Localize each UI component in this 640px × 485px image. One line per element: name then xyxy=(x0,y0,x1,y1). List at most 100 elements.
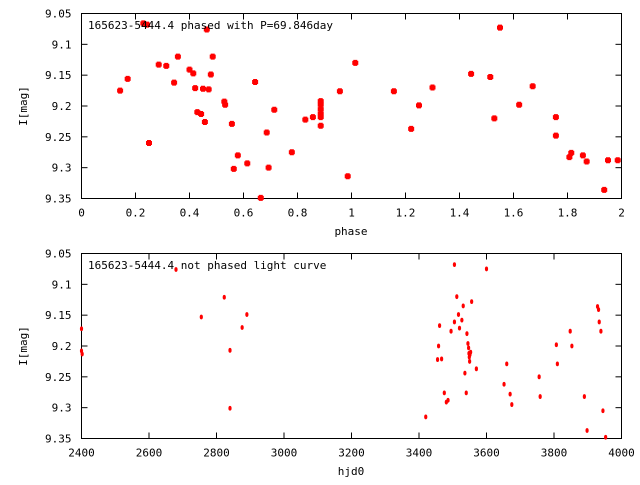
phased-data-point xyxy=(209,53,216,60)
raw-x-tick-labels: 2400 2600 2800 3000 3200 3400 3600 3800 4000 xyxy=(68,447,635,460)
raw-data-point xyxy=(604,434,608,440)
phased-data-point xyxy=(583,158,590,165)
raw-data-point xyxy=(505,361,509,367)
raw-data-point xyxy=(470,299,474,304)
raw-data-point xyxy=(597,319,601,325)
raw-plot-frame xyxy=(81,253,622,439)
raw-x-tick-label: 3800 xyxy=(541,447,568,460)
phased-data-point xyxy=(491,115,498,122)
phased-x-tick-label: 1.8 xyxy=(558,207,578,220)
raw-data-point xyxy=(460,317,464,323)
phased-data-point xyxy=(336,88,343,95)
raw-data-point xyxy=(80,351,84,357)
raw-data-point xyxy=(596,307,601,313)
phased-data-point xyxy=(155,61,162,68)
phased-x-tick-label: 0 xyxy=(78,207,85,220)
phased-data-point xyxy=(174,53,181,60)
raw-data-point xyxy=(502,381,506,387)
phased-data-point xyxy=(263,129,270,136)
raw-data-point xyxy=(228,405,232,411)
phased-data-point xyxy=(163,62,170,69)
phased-x-tick-label: 1.6 xyxy=(504,207,524,220)
phased-data-point xyxy=(146,140,152,146)
raw-x-tick-label: 2800 xyxy=(203,447,230,460)
phased-x-tick-label: 2 xyxy=(618,207,625,220)
phased-y-tick-label: 9.25 xyxy=(45,131,72,144)
phased-x-tick-label: 0.2 xyxy=(126,207,146,220)
raw-data-point xyxy=(424,414,428,420)
phased-y-axis-label: I[mag] xyxy=(17,86,30,126)
raw-data-point xyxy=(554,342,558,348)
phased-data-point xyxy=(117,87,124,94)
raw-tick-marks xyxy=(81,253,622,439)
phased-data-point xyxy=(271,106,278,113)
phased-y-tick-label: 9.1 xyxy=(52,38,72,51)
phased-data-point xyxy=(497,24,503,31)
phased-data-point xyxy=(614,157,621,164)
raw-data-point xyxy=(452,262,457,267)
raw-x-tick-label: 3000 xyxy=(271,447,298,460)
raw-x-axis-label: hjd0 xyxy=(338,465,365,478)
raw-data-point xyxy=(456,312,461,317)
raw-y-axis-label: I[mag] xyxy=(17,326,30,366)
phased-x-tick-label: 1.2 xyxy=(396,207,416,220)
raw-data-point xyxy=(446,397,450,403)
raw-chart-title: 165623-5444.4 not phased light curve xyxy=(88,259,326,272)
raw-data-point xyxy=(484,266,489,272)
phased-data-point xyxy=(201,119,208,126)
phased-y-tick-label: 9.05 xyxy=(45,8,72,21)
phased-data-point xyxy=(317,114,324,121)
phased-data-point xyxy=(605,157,611,164)
raw-y-tick-label: 9.05 xyxy=(45,248,72,261)
phased-data-point xyxy=(207,71,214,78)
phased-chart-title: 165623-5444.4 phased with P=69.846day xyxy=(88,19,333,32)
phased-data-point xyxy=(288,149,295,156)
raw-data-point xyxy=(467,345,471,351)
phased-y-tick-labels: 9.05 9.1 9.15 9.2 9.25 9.3 9.35 xyxy=(45,8,72,206)
raw-data-point xyxy=(440,356,444,362)
phased-data-point xyxy=(487,74,494,81)
raw-x-tick-label: 2600 xyxy=(136,447,163,460)
phased-points xyxy=(117,20,621,201)
raw-y-tick-label: 9.25 xyxy=(45,371,72,384)
phased-x-axis-label: phase xyxy=(334,225,367,238)
raw-data-point xyxy=(538,394,542,399)
phased-data-point xyxy=(186,66,193,73)
phased-data-point xyxy=(302,116,309,123)
raw-data-point xyxy=(199,314,203,320)
phased-y-tick-label: 9.2 xyxy=(52,100,72,113)
raw-data-point xyxy=(582,394,586,399)
raw-data-point xyxy=(452,319,457,325)
phased-data-point xyxy=(579,152,586,159)
phased-data-point xyxy=(429,84,436,91)
phased-data-point xyxy=(529,83,536,90)
phased-data-point xyxy=(344,173,351,180)
phased-data-point xyxy=(222,101,229,108)
phased-data-point xyxy=(552,132,559,139)
raw-x-tick-label: 3600 xyxy=(473,447,500,460)
raw-data-point xyxy=(474,366,478,372)
raw-data-point xyxy=(464,390,468,396)
raw-data-point xyxy=(469,349,473,355)
raw-light-curve-chart: 2400 2600 2800 3000 3200 3400 3600 3800 4000 9.0… xyxy=(17,248,635,479)
raw-data-point xyxy=(437,323,442,329)
raw-y-tick-label: 9.2 xyxy=(52,340,72,353)
phased-data-point xyxy=(234,152,241,159)
raw-data-point xyxy=(555,361,559,367)
phased-x-tick-label: 1 xyxy=(348,207,355,220)
phased-data-point xyxy=(171,79,178,86)
phased-data-point xyxy=(552,114,559,121)
raw-data-point xyxy=(463,370,467,376)
phased-data-point xyxy=(568,149,575,156)
raw-y-tick-labels: 9.05 9.1 9.15 9.2 9.25 9.3 9.35 xyxy=(45,248,72,446)
raw-x-tick-label: 3400 xyxy=(406,447,433,460)
phased-data-point xyxy=(516,101,523,108)
phased-data-point xyxy=(309,114,316,121)
raw-data-point xyxy=(461,303,465,309)
phased-data-point xyxy=(205,86,212,93)
phased-data-point xyxy=(203,26,210,33)
phased-data-point xyxy=(352,59,359,66)
raw-data-point xyxy=(468,359,472,364)
raw-y-tick-label: 9.15 xyxy=(45,309,72,322)
